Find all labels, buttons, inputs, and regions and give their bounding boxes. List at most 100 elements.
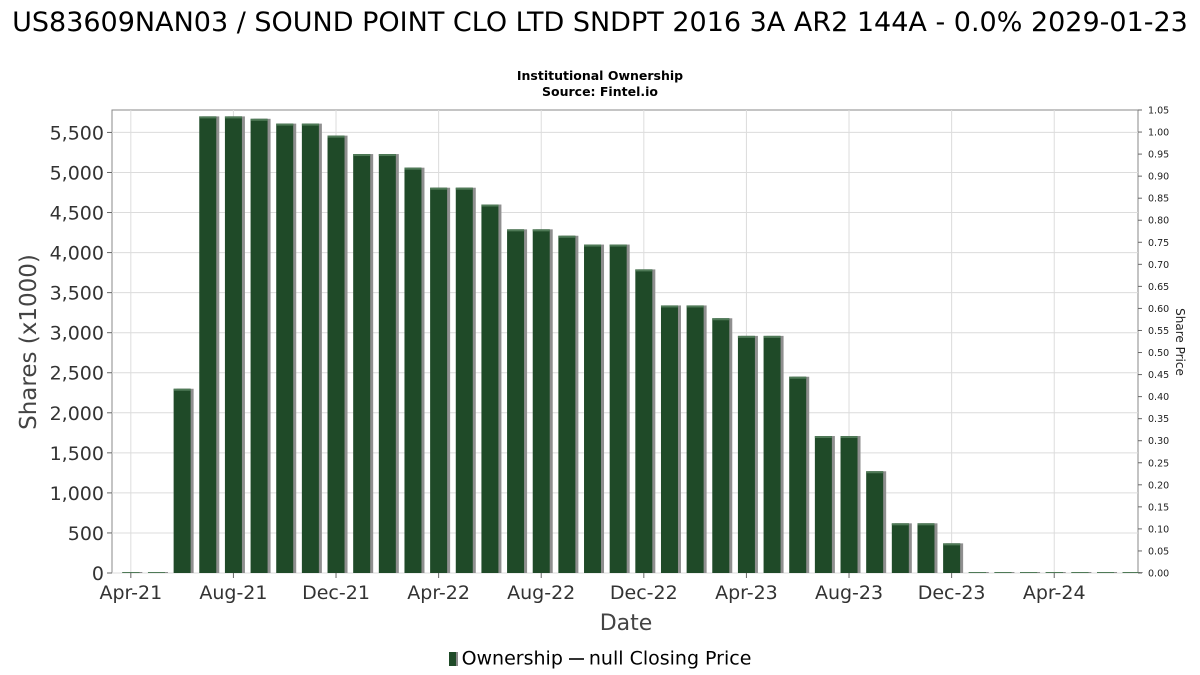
y-tick-label: 3,000 (50, 323, 104, 345)
x-tick-label: Apr-21 (99, 582, 162, 604)
bar-body (712, 318, 730, 573)
y2-tick-label: 0.50 (1148, 348, 1169, 359)
bar (635, 269, 656, 573)
bar (250, 118, 271, 574)
bar (917, 523, 938, 573)
bar (1071, 572, 1092, 573)
bar-body (891, 523, 909, 573)
bar (584, 244, 605, 573)
bar-top (404, 167, 422, 170)
y-tick-label: 3,500 (50, 283, 104, 305)
bar (173, 388, 194, 573)
bar-body (532, 229, 550, 573)
y2-tick-label: 0.80 (1148, 216, 1169, 227)
bar-body (814, 436, 832, 573)
bar-top (481, 204, 499, 207)
y2-tick-label: 0.15 (1148, 502, 1169, 513)
bar-body (353, 154, 371, 573)
subtitle-line-1: Institutional Ownership (516, 68, 684, 83)
bar-top (455, 187, 473, 190)
legend-ownership-label: Ownership (461, 647, 563, 670)
bar-top (584, 244, 602, 247)
bar (866, 471, 887, 573)
bar-top (173, 388, 191, 391)
y2-tick-label: 0.35 (1148, 414, 1169, 425)
bar-top (224, 116, 242, 119)
bar (276, 123, 297, 573)
bar-body (866, 471, 884, 573)
x-tick-label: Dec-23 (918, 582, 986, 604)
bar (737, 335, 758, 573)
bar (891, 523, 912, 573)
y-tick-label: 500 (68, 523, 104, 545)
bar (147, 572, 168, 573)
bar-top (763, 335, 781, 338)
bar (224, 116, 245, 574)
bar-top (712, 318, 730, 321)
bar (507, 229, 528, 573)
y2-tick-label: 0.90 (1148, 172, 1169, 183)
bar-body (943, 543, 961, 573)
bar-top (635, 269, 653, 272)
bar-top (532, 229, 550, 232)
bar-top (301, 123, 319, 126)
bar-top (789, 376, 807, 379)
bar (532, 229, 553, 573)
bar (609, 244, 630, 573)
legend: Ownership null Closing Price (0, 646, 1200, 671)
bar-top (1020, 572, 1038, 573)
bar (1020, 572, 1041, 573)
bar-body (199, 116, 217, 574)
bar (327, 135, 348, 573)
x-tick-label: Apr-24 (1023, 582, 1086, 604)
bar-top (430, 187, 448, 190)
bar-body (686, 305, 704, 573)
bar-top (917, 523, 935, 526)
y2-tick-label: 0.10 (1148, 524, 1169, 535)
y2-tick-label: 0.45 (1148, 370, 1169, 381)
y-tick-label: 2,000 (50, 403, 104, 425)
y-tick-label: 1,500 (50, 443, 104, 465)
bar (481, 204, 502, 573)
bar-top (1122, 572, 1140, 573)
bar-body (327, 135, 345, 573)
bar-top (737, 335, 755, 338)
bar-body (404, 167, 422, 573)
bar-body (173, 388, 191, 573)
bar-body (430, 187, 448, 574)
bar-top (1045, 572, 1063, 573)
bar-top (994, 572, 1012, 573)
x-axis-label: Date (600, 611, 653, 636)
bar-top (378, 154, 396, 157)
y2-tick-label: 0.60 (1148, 304, 1169, 315)
bar-top (199, 116, 217, 119)
subtitle-line-2: Source: Fintel.io (542, 84, 658, 99)
bar (994, 572, 1015, 573)
bar-body (507, 229, 525, 573)
x-tick-label: Dec-22 (610, 582, 678, 604)
bar-top (840, 436, 858, 439)
bar (814, 436, 835, 573)
y2-tick-label: 0.20 (1148, 480, 1169, 491)
legend-price-label: null Closing Price (588, 647, 752, 670)
bar-top (558, 235, 576, 238)
bar (968, 572, 989, 573)
bar-top (1071, 572, 1089, 573)
legend-bar-swatch (448, 651, 458, 666)
bar-top (660, 305, 678, 308)
bar-top (250, 118, 268, 121)
bar (122, 572, 143, 573)
x-tick-label: Dec-21 (302, 582, 370, 604)
y2-tick-label: 0.70 (1148, 260, 1169, 271)
y-tick-label: 2,500 (50, 363, 104, 385)
x-tick-label: Apr-23 (715, 582, 778, 604)
chart-title: US83609NAN03 / SOUND POINT CLO LTD SNDPT… (12, 7, 1188, 38)
bar-top (968, 572, 986, 573)
bar-body (558, 235, 576, 573)
bar-top (814, 436, 832, 439)
bar-body (378, 154, 396, 573)
bar-body (660, 305, 678, 573)
bar (455, 187, 476, 574)
bar (660, 305, 681, 573)
y2-tick-label: 0.00 (1148, 569, 1169, 580)
